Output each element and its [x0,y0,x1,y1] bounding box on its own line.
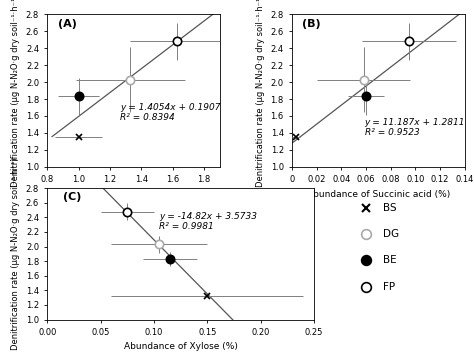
Text: y = 1.4054x + 0.1907
R² = 0.8394: y = 1.4054x + 0.1907 R² = 0.8394 [120,103,220,122]
X-axis label: Abundance of Butanoic acid (%): Abundance of Butanoic acid (%) [61,190,206,199]
Text: y = -14.82x + 3.5733
R² = 0.9981: y = -14.82x + 3.5733 R² = 0.9981 [159,212,257,231]
Text: BS: BS [383,203,397,213]
X-axis label: Abundance of Xylose (%): Abundance of Xylose (%) [124,342,237,351]
Y-axis label: Denitrification rate (μg N-N₂O·g dry soil⁻¹·h⁻¹): Denitrification rate (μg N-N₂O·g dry soi… [256,0,265,187]
Text: (C): (C) [64,192,82,202]
Y-axis label: Denitrification rate (μg N-N₂O·g dry soil⁻¹·h⁻¹): Denitrification rate (μg N-N₂O·g dry soi… [11,0,20,187]
Text: FP: FP [383,282,395,292]
Text: y = 11.187x + 1.2811
R² = 0.9523: y = 11.187x + 1.2811 R² = 0.9523 [365,118,465,137]
Y-axis label: Denitrification rate (μg N-N₂O·g dry soil⁻¹·h⁻¹): Denitrification rate (μg N-N₂O·g dry soi… [11,158,20,350]
Text: DG: DG [383,229,400,239]
Text: BE: BE [383,255,397,266]
X-axis label: Abundance of Succinic acid (%): Abundance of Succinic acid (%) [307,190,450,199]
Text: (B): (B) [302,19,321,29]
Text: (A): (A) [58,19,77,29]
